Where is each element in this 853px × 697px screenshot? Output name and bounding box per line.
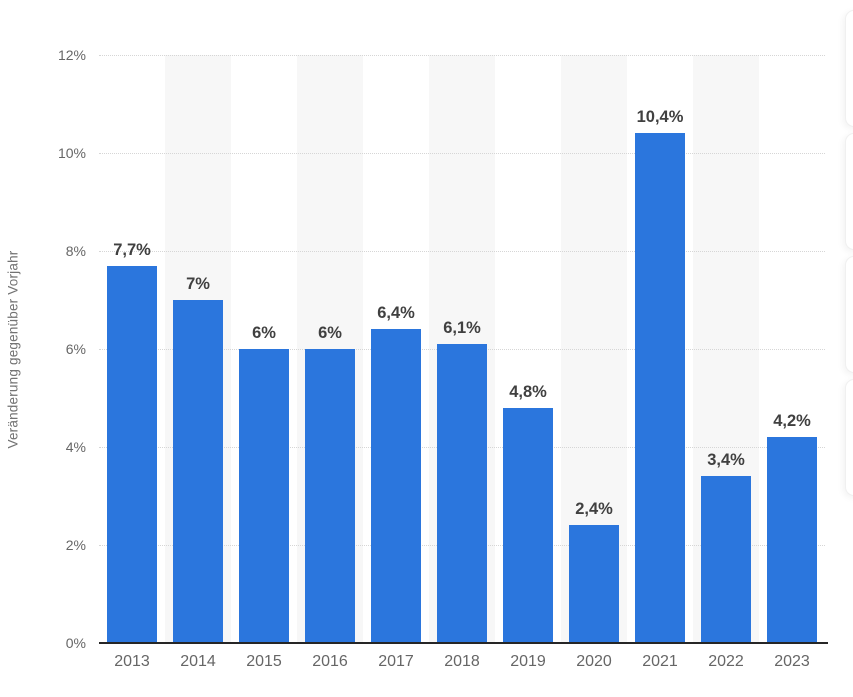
x-tick-label: 2019 xyxy=(510,653,546,670)
bar[interactable] xyxy=(371,329,421,642)
bar-value-label: 3,4% xyxy=(707,451,745,469)
y-tick-label: 12% xyxy=(57,47,86,63)
bar[interactable] xyxy=(305,349,355,642)
bar[interactable] xyxy=(767,437,817,642)
y-tick-label: 6% xyxy=(65,341,86,357)
y-tick-label: 4% xyxy=(65,439,86,455)
side-widget-card[interactable] xyxy=(845,10,853,127)
x-tick-label: 2022 xyxy=(708,653,744,670)
bar-value-label: 7% xyxy=(186,275,210,293)
x-tick-label: 2018 xyxy=(444,653,480,670)
side-widget-card[interactable] xyxy=(845,133,853,250)
bar[interactable] xyxy=(437,344,487,642)
bar-value-label: 4,2% xyxy=(773,412,811,430)
bar-value-label: 4,8% xyxy=(509,383,547,401)
y-tick-label: 2% xyxy=(65,537,86,553)
x-tick-label: 2023 xyxy=(774,653,810,670)
bar-value-label: 10,4% xyxy=(636,108,684,126)
y-tick-label: 8% xyxy=(65,243,86,259)
x-tick-label: 2013 xyxy=(114,653,150,670)
x-tick-label: 2014 xyxy=(180,653,216,670)
bar[interactable] xyxy=(107,266,157,642)
gridline xyxy=(99,153,825,154)
bar[interactable] xyxy=(701,476,751,642)
bar-value-label: 6,4% xyxy=(377,304,415,322)
bar[interactable] xyxy=(239,349,289,642)
x-axis-line xyxy=(99,642,828,644)
x-tick-label: 2021 xyxy=(642,653,678,670)
y-tick-label: 10% xyxy=(57,145,86,161)
bar[interactable] xyxy=(635,133,685,642)
x-tick-label: 2020 xyxy=(576,653,612,670)
x-tick-label: 2016 xyxy=(312,653,348,670)
bar-value-label: 7,7% xyxy=(113,241,151,259)
bar[interactable] xyxy=(569,525,619,642)
bar[interactable] xyxy=(173,300,223,642)
gridline xyxy=(99,55,825,56)
x-tick-label: 2017 xyxy=(378,653,414,670)
side-widget-card[interactable] xyxy=(845,379,853,496)
x-tick-label: 2015 xyxy=(246,653,282,670)
bar-value-label: 6% xyxy=(318,324,342,342)
bar-value-label: 2,4% xyxy=(575,500,613,518)
bar-value-label: 6% xyxy=(252,324,276,342)
side-widget-card[interactable] xyxy=(845,256,853,373)
bar[interactable] xyxy=(503,408,553,642)
gridline xyxy=(99,251,825,252)
y-tick-label: 0% xyxy=(65,635,86,651)
bar-value-label: 6,1% xyxy=(443,319,481,337)
